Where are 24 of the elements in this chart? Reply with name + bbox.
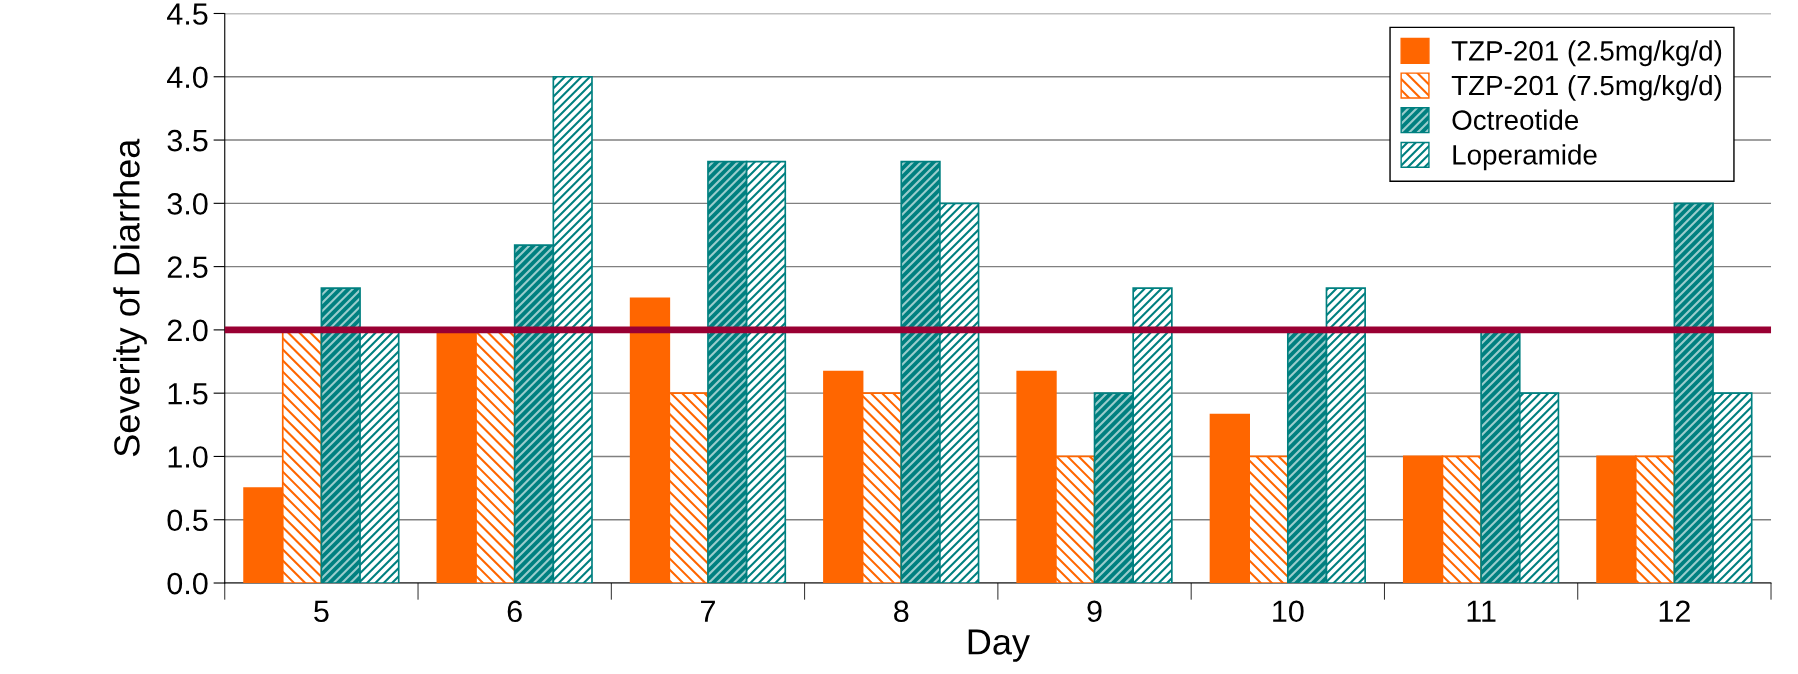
x-tick-label: 7 <box>701 600 715 622</box>
legend-label: TZP-201 (7.5mg/kg/d) <box>1451 74 1722 101</box>
y-tick-label: 1.0 <box>168 446 208 468</box>
y-tick-label: 2.5 <box>167 256 208 278</box>
x-tick-label: 9 <box>1087 600 1102 623</box>
legend-label: TZP-201 (2.5mg/kg/d) <box>1451 40 1722 67</box>
x-tick-label: 10 <box>1273 600 1304 623</box>
y-tick-label: 3.0 <box>167 193 208 215</box>
x-tick-label: 12 <box>1659 600 1690 622</box>
y-tick-label: 3.5 <box>167 129 208 152</box>
x-tick-label: 6 <box>507 600 522 623</box>
x-axis-title: Day <box>968 629 1030 662</box>
x-tick-label: 8 <box>894 600 909 623</box>
y-tick-label: 2.0 <box>167 319 208 342</box>
y-tick-label: 0.0 <box>167 572 208 595</box>
y-tick-label: 0.5 <box>167 509 208 532</box>
legend-label: Loperamide <box>1453 144 1597 171</box>
y-tick-label: 4.0 <box>167 66 208 89</box>
y-axis-title: Severity of Diarrhea <box>113 138 147 457</box>
y-tick-label: 1.5 <box>168 383 208 405</box>
legend-label: Octreotide <box>1452 109 1579 130</box>
y-tick-label: 4.5 <box>167 3 208 25</box>
x-tick-label: 5 <box>314 600 329 623</box>
x-tick-label: 11 <box>1467 600 1496 622</box>
